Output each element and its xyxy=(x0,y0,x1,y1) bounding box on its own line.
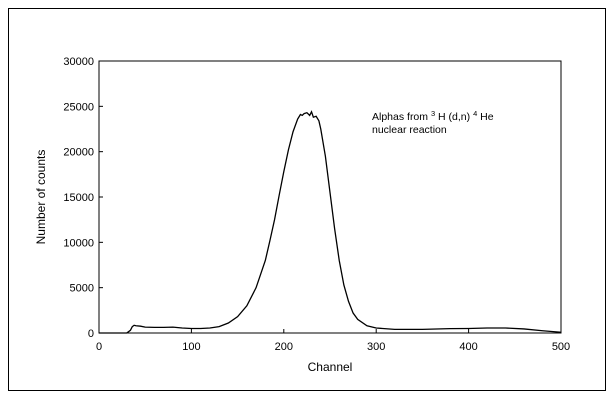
y-tick-label: 5000 xyxy=(70,283,94,295)
y-tick-label: 10000 xyxy=(63,237,94,249)
x-tick-label: 200 xyxy=(275,341,293,353)
y-tick-label: 20000 xyxy=(63,147,94,159)
y-tick-label: 15000 xyxy=(63,192,94,204)
y-tick-label: 25000 xyxy=(63,101,94,113)
x-tick-label: 0 xyxy=(96,341,102,353)
x-tick-label: 300 xyxy=(367,341,385,353)
x-tick-label: 400 xyxy=(459,341,477,353)
x-tick-labels: 0 100 200 300 400 500 xyxy=(96,341,570,353)
y-tick-label: 30000 xyxy=(63,56,94,68)
x-tick-label: 100 xyxy=(182,341,200,353)
y-tick-label: 0 xyxy=(88,328,94,340)
chart-frame: 0 5000 10000 15000 20000 25000 30000 0 100 200 30… xyxy=(8,8,606,391)
annotation-line-1: Alphas from 3 H (d,n) 4 He xyxy=(372,107,494,123)
y-tick-labels: 0 5000 10000 15000 20000 25000 30000 xyxy=(63,56,94,340)
x-tick-label: 500 xyxy=(552,341,570,353)
y-axis-title: Number of counts xyxy=(34,150,48,245)
plot-area xyxy=(98,60,562,334)
spectrum-chart: 0 5000 10000 15000 20000 25000 30000 0 100 200 30… xyxy=(34,56,570,374)
x-axis-title: Channel xyxy=(308,360,353,374)
series-line xyxy=(99,110,562,334)
annotation-line-2: nuclear reaction xyxy=(372,124,447,136)
